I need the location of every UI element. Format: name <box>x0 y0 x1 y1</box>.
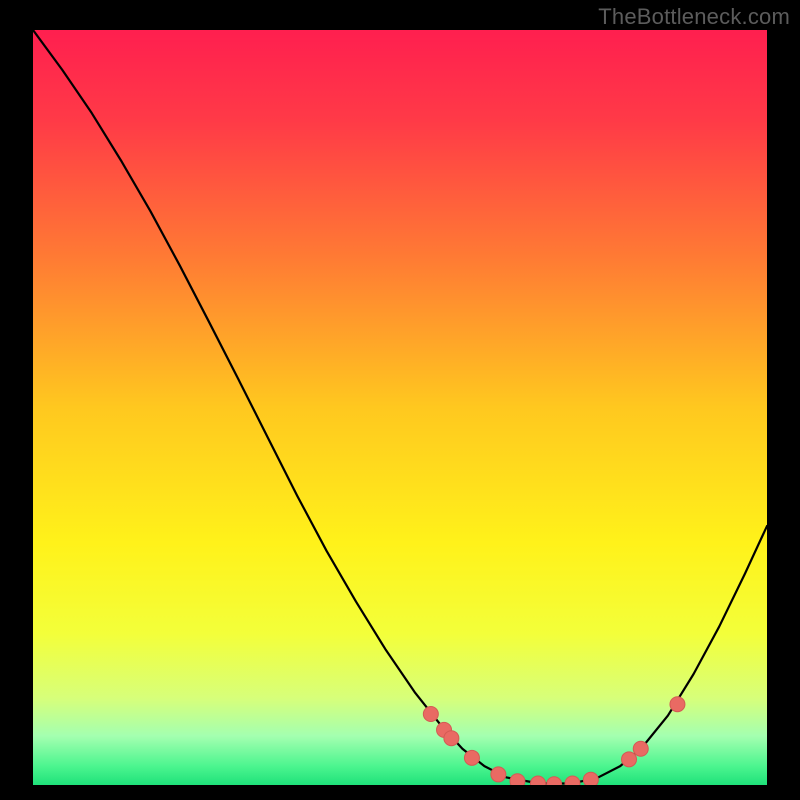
curve-marker <box>423 707 438 722</box>
bottleneck-chart <box>0 0 800 800</box>
curve-marker <box>464 750 479 765</box>
chart-frame: TheBottleneck.com <box>0 0 800 800</box>
curve-marker <box>530 776 545 791</box>
watermark-label: TheBottleneck.com <box>598 4 790 30</box>
curve-marker <box>583 772 598 787</box>
curve-marker <box>633 741 648 756</box>
curve-marker <box>510 774 525 789</box>
curve-marker <box>670 697 685 712</box>
curve-marker <box>622 752 637 767</box>
curve-marker <box>444 731 459 746</box>
curve-marker <box>491 767 506 782</box>
curve-marker <box>547 777 562 792</box>
curve-marker <box>565 776 580 791</box>
